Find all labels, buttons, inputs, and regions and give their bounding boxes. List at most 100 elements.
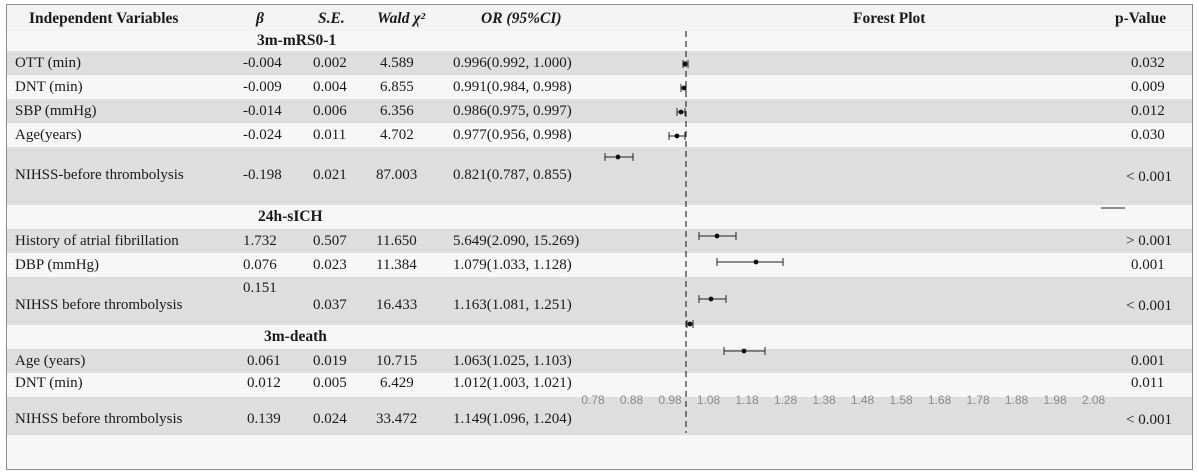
or-cell: 0.991(0.984, 0.998) [453,79,572,95]
se-cell: 0.002 [313,55,347,71]
or-cell: 0.977(0.956, 0.998) [453,127,572,143]
axis-tick-label: 0.78 [581,393,605,407]
forest-ci-marker [698,295,727,303]
axis-tick-label: 0.98 [658,393,682,407]
variable-cell: NIHSS-before thrombolysis [15,167,184,183]
variable-cell: DNT (min) [15,79,83,95]
wald-cell: 6.855 [380,79,414,95]
header-forest-plot: Forest Plot [853,10,926,27]
forest-ci-marker [723,347,766,355]
header-se: S.E. [318,10,345,27]
variable-cell: NIHSS before thrombolysis [15,297,183,313]
point-estimate [615,154,621,160]
table-row: Age(years) -0.024 0.011 4.702 0.977(0.95… [7,123,1192,147]
wald-cell: 33.472 [376,411,418,427]
table-row: NIHSS before thrombolysis 0.139 0.024 33… [7,397,1192,435]
table-footer [7,435,1192,469]
table-row: NIHSS before thrombolysis 0.151 0.037 16… [7,277,1192,325]
point-estimate [753,259,759,265]
p-value-cell: > 0.001 [1126,233,1172,249]
forest-ci-marker [682,60,689,68]
p-value-cell: < 0.001 [1126,169,1172,185]
table-row: NIHSS-before thrombolysis -0.198 0.021 8… [7,147,1192,205]
axis-tick-label: 1.98 [1043,393,1067,407]
p-value-cell: 0.012 [1131,103,1165,119]
se-cell: 0.011 [313,127,347,143]
variable-cell: History of atrial fibrillation [15,233,179,249]
header-p-value: p-Value [1115,10,1167,27]
beta-cell: -0.009 [243,79,282,95]
table-header: Independent Variables β S.E. Wald χ² OR … [7,5,1192,31]
forest-plot: 0.78 0.88 0.98 1.08 1.18 1.28 1.38 1.48 1.58 1.68… [581,31,1125,433]
se-cell: 0.019 [313,353,347,369]
wald-cell: 4.702 [380,127,414,143]
beta-cell: 1.732 [243,233,277,249]
forest-ci-marker [698,232,737,240]
or-cell: 1.012(1.003, 1.021) [453,375,572,391]
point-estimate [678,109,684,115]
beta-cell: -0.004 [243,55,282,71]
point-estimate [714,233,720,239]
p-value-cell: < 0.001 [1126,298,1172,314]
axis-tick-label: 1.78 [966,393,990,407]
p-value-cell: < 0.001 [1126,412,1172,428]
variable-cell: OTT (min) [15,55,81,71]
beta-cell: 0.061 [247,353,281,369]
wald-cell: 11.650 [376,233,417,249]
se-cell: 0.006 [313,103,347,119]
or-cell: 0.821(0.787, 0.855) [453,167,572,183]
header-beta: β [256,10,264,27]
p-value-cell: 0.009 [1131,79,1165,95]
beta-cell: 0.139 [247,411,281,427]
group-header: 3m-mRS0-1 [7,31,1192,51]
variable-cell: Age(years) [15,127,82,143]
p-value-cell: 0.001 [1131,353,1165,369]
forest-ci-marker [604,153,634,161]
table-row: DNT (min) -0.009 0.004 6.855 0.991(0.984… [7,75,1192,99]
header-or: OR (95%CI) [481,10,562,27]
table-row: Age (years) 0.061 0.019 10.715 1.063(1.0… [7,349,1192,373]
header-wald: Wald χ² [377,10,426,27]
axis-tick-label: 1.38 [812,393,836,407]
group-title: 24h-sICH [258,208,323,225]
wald-cell: 10.715 [376,353,418,369]
or-cell: 1.163(1.081, 1.251) [453,297,572,313]
wald-cell: 6.429 [380,375,414,391]
table-row: DNT (min) 0.012 0.005 6.429 1.012(1.003,… [7,373,1192,397]
variable-cell: Age (years) [15,353,86,369]
or-cell: 1.149(1.096, 1.204) [453,411,572,427]
axis-tick-label: 1.08 [697,393,721,407]
beta-cell: -0.024 [243,127,282,143]
group-title: 3m-death [264,328,327,345]
results-table: Independent Variables β S.E. Wald χ² OR … [6,4,1193,470]
or-cell: 1.063(1.025, 1.103) [453,353,572,369]
beta-cell: -0.014 [243,103,282,119]
beta-cell: 0.012 [247,375,281,391]
wald-cell: 16.433 [376,297,418,313]
table-row: OTT (min) -0.004 0.002 4.589 0.996(0.992… [7,51,1192,75]
se-cell: 0.004 [313,79,347,95]
se-cell: 0.024 [313,411,347,427]
axis-tick-label: 1.58 [889,393,913,407]
variable-cell: DBP (mmHg) [15,257,100,273]
or-cell: 0.986(0.975, 0.997) [453,103,572,119]
axis-tick-label: 2.08 [1082,393,1106,407]
forest-ci-marker [716,258,784,266]
wald-cell: 11.384 [376,257,417,273]
se-cell: 0.005 [313,375,347,391]
beta-cell: 0.076 [243,257,277,273]
se-cell: 0.021 [313,167,347,183]
p-value-cell: 0.030 [1131,127,1165,143]
group-header: 3m-death [7,325,1192,349]
point-estimate [681,85,687,91]
beta-cell: -0.198 [243,167,282,183]
variable-cell: SBP (mmHg) [15,103,97,119]
se-cell: 0.507 [313,233,347,249]
variable-cell: NIHSS before thrombolysis [15,411,183,427]
variable-cell: DNT (min) [15,375,83,391]
or-cell: 0.996(0.992, 1.000) [453,55,572,71]
wald-cell: 6.356 [380,103,414,119]
forest-ci-marker [668,132,686,140]
wald-cell: 4.589 [380,55,414,71]
group-title: 3m-mRS0-1 [257,32,337,49]
